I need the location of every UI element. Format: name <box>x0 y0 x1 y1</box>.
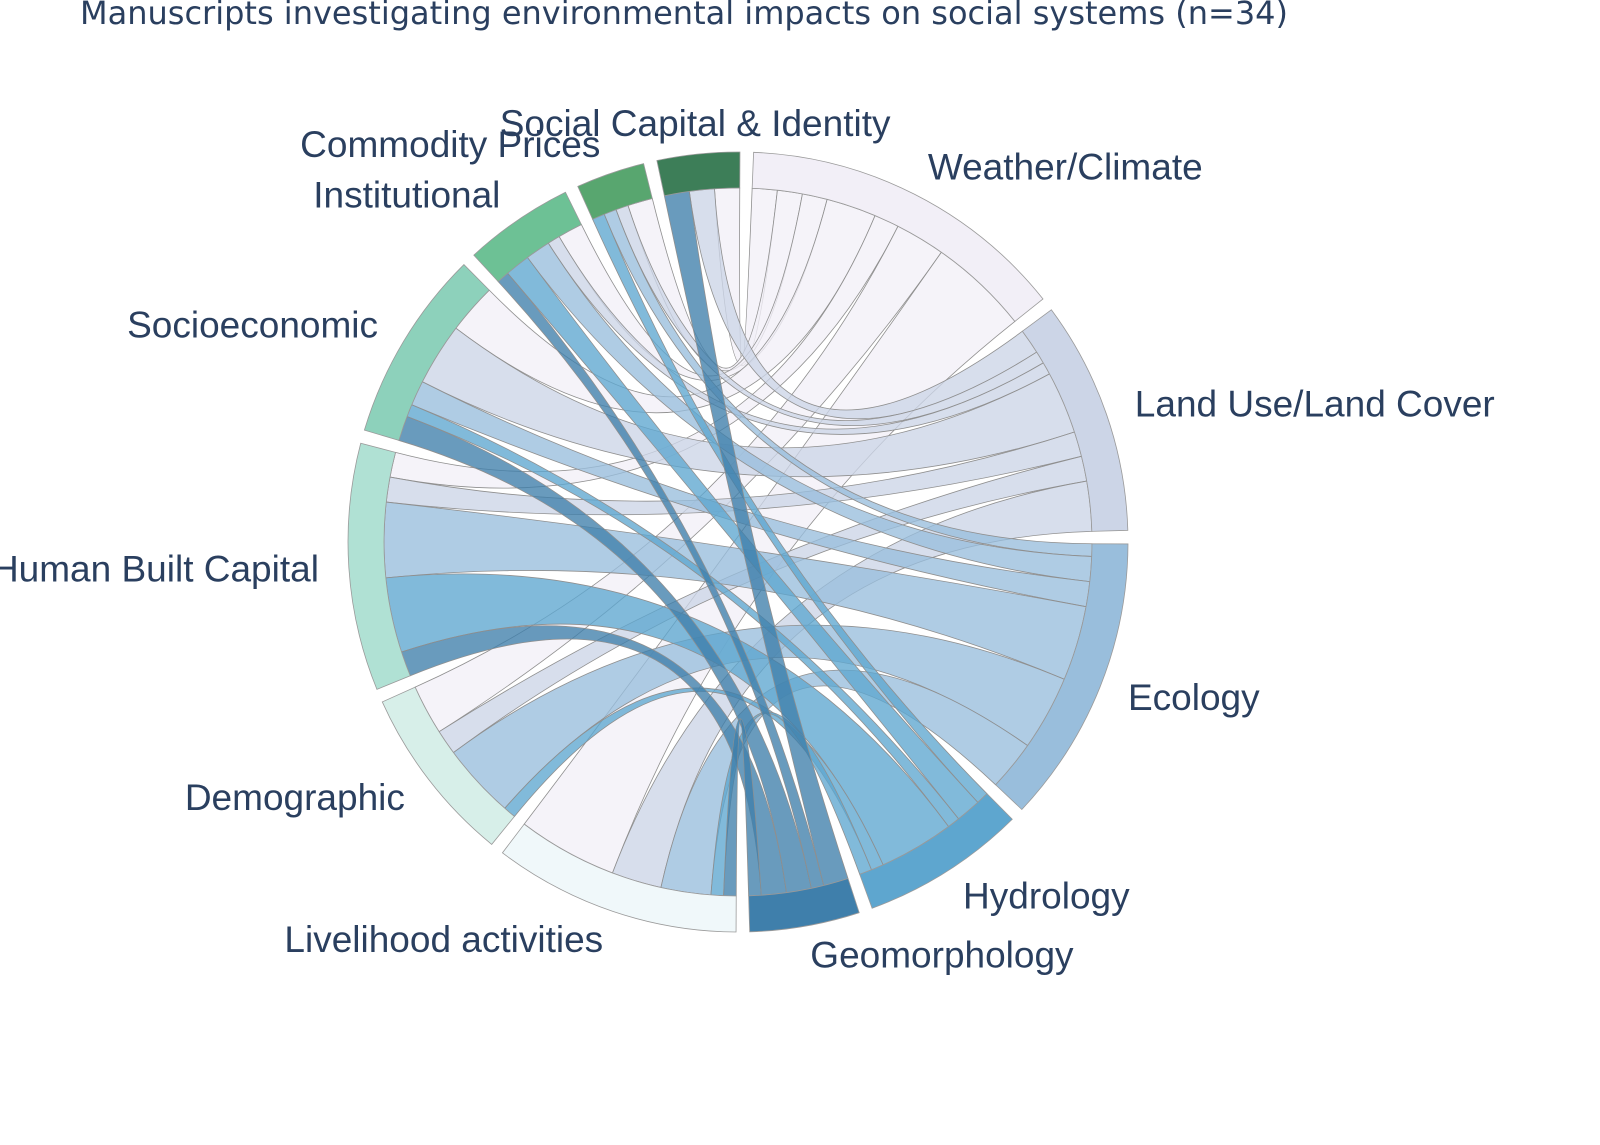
node-arc-weather-climate[interactable] <box>751 151 1044 322</box>
node-label-land-use-land-cover: Land Use/Land Cover <box>1135 383 1495 424</box>
node-arc-commodity-prices[interactable] <box>577 163 653 220</box>
node-arc-socioeconomic[interactable] <box>363 263 490 441</box>
node-arc-geomorphology[interactable] <box>748 877 860 933</box>
node-arc-institutional[interactable] <box>473 191 582 283</box>
node-arc-social-capital-identity[interactable] <box>656 151 741 197</box>
node-label-geomorphology: Geomorphology <box>810 935 1074 976</box>
node-arc-ecology[interactable] <box>995 543 1129 811</box>
node-label-livelihood-activities: Livelihood activities <box>284 919 603 960</box>
node-label-ecology: Ecology <box>1128 677 1260 718</box>
ribbons-layer <box>383 187 1093 897</box>
node-arc-demographic[interactable] <box>381 686 516 845</box>
node-arcs-layer <box>347 151 1129 933</box>
node-label-weather-climate: Weather/Climate <box>928 146 1203 187</box>
node-arc-land-use-land-cover[interactable] <box>1021 309 1129 532</box>
node-label-institutional: Institutional <box>313 175 500 216</box>
node-arc-human-built-capital[interactable] <box>347 442 411 690</box>
node-label-demographic: Demographic <box>185 777 405 818</box>
node-label-commodity-prices: Commodity Prices <box>300 124 600 165</box>
node-label-hydrology: Hydrology <box>963 876 1130 917</box>
node-label-socioeconomic: Socioeconomic <box>127 305 378 346</box>
chart-title: Manuscripts investigating environmental … <box>80 0 1288 32</box>
node-labels-layer: Weather/Climate Land Use/Land Cover Ecolog… <box>0 103 1495 976</box>
node-arc-livelihood-activities[interactable] <box>501 823 737 933</box>
node-label-human-built-capital: Human Built Capital <box>0 549 319 590</box>
node-arc-hydrology[interactable] <box>859 793 1013 909</box>
node-label-social-capital-identity: Social Capital & Identity <box>500 103 891 144</box>
